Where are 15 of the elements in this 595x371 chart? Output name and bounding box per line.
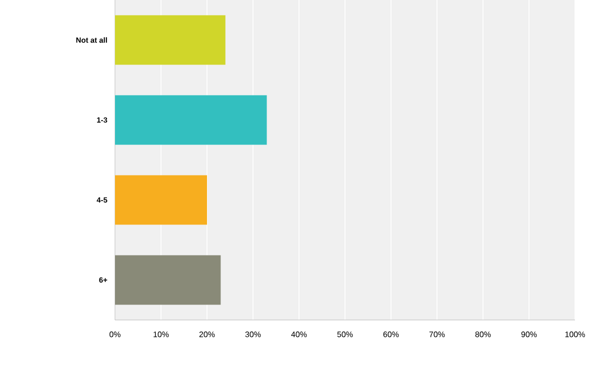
x-tick-label: 70%	[429, 332, 445, 338]
bar	[115, 15, 226, 65]
x-tick-label: 30%	[245, 332, 261, 338]
x-tick-label: 90%	[521, 332, 537, 338]
x-tick-label: 60%	[383, 332, 399, 338]
x-tick-label: 10%	[154, 332, 169, 338]
x-tick-label: 50%	[337, 332, 353, 338]
x-tick-label: 20%	[199, 332, 215, 338]
bar	[115, 175, 207, 225]
bar	[115, 255, 221, 305]
x-tick-label: 80%	[475, 332, 491, 338]
x-tick-label: 0%	[110, 332, 120, 338]
x-tick-label: 40%	[291, 332, 307, 338]
x-tick-label: 100%	[565, 332, 585, 338]
bar	[115, 95, 267, 145]
